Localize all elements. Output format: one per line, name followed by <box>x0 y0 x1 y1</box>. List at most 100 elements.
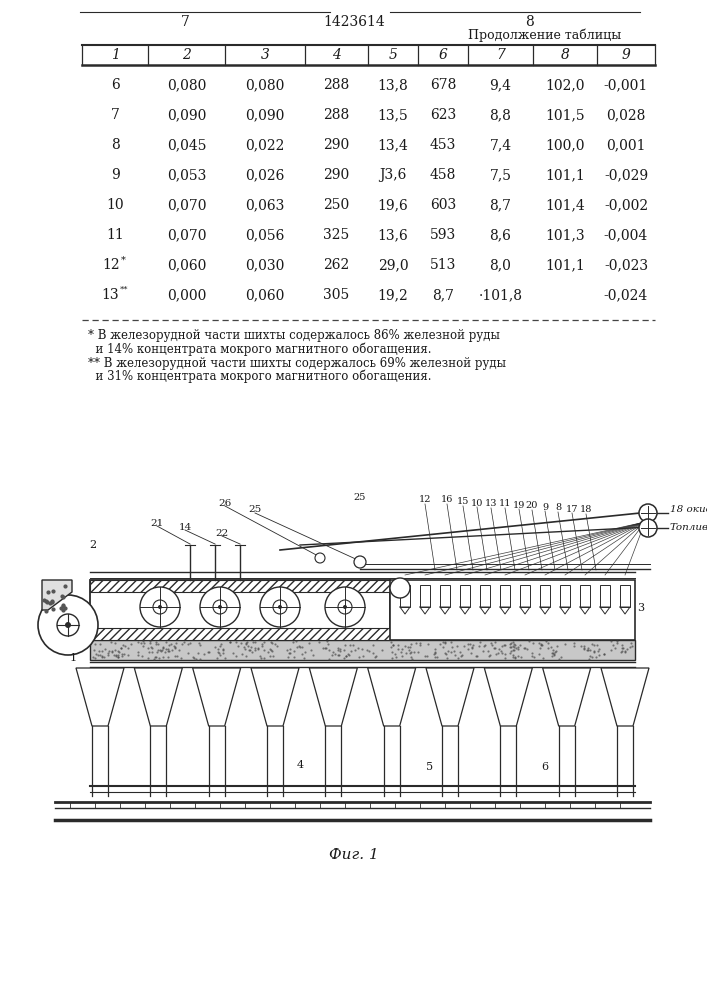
Text: 6: 6 <box>438 48 448 62</box>
Text: 0,080: 0,080 <box>245 78 285 92</box>
Text: 0,030: 0,030 <box>245 258 285 272</box>
Text: 7: 7 <box>180 15 189 29</box>
Text: 14: 14 <box>178 522 192 532</box>
Text: -0,029: -0,029 <box>604 168 648 182</box>
Circle shape <box>639 504 657 522</box>
Circle shape <box>260 587 300 627</box>
Text: -0,024: -0,024 <box>604 288 648 302</box>
Text: 12: 12 <box>103 258 119 272</box>
Text: 5: 5 <box>426 762 433 772</box>
Text: 19,2: 19,2 <box>378 288 409 302</box>
Text: 2: 2 <box>90 540 97 550</box>
Text: 16: 16 <box>440 495 453 504</box>
Text: 290: 290 <box>323 138 350 152</box>
Text: 458: 458 <box>430 168 456 182</box>
Text: 9,4: 9,4 <box>489 78 511 92</box>
Text: 0,022: 0,022 <box>245 138 285 152</box>
Text: 1: 1 <box>69 653 76 663</box>
Text: 8: 8 <box>525 15 534 29</box>
Text: 8,7: 8,7 <box>432 288 454 302</box>
Text: 1423614: 1423614 <box>323 15 385 29</box>
Circle shape <box>200 587 240 627</box>
Circle shape <box>38 595 98 655</box>
Text: 603: 603 <box>430 198 456 212</box>
Text: 325: 325 <box>323 228 350 242</box>
Bar <box>90 628 390 640</box>
Polygon shape <box>484 668 532 726</box>
Text: 5: 5 <box>389 48 397 62</box>
Text: и 31% концентрата мокрого магнитного обогащения.: и 31% концентрата мокрого магнитного обо… <box>88 369 431 383</box>
Text: 101,4: 101,4 <box>545 198 585 212</box>
Text: 0,000: 0,000 <box>167 288 206 302</box>
Text: 262: 262 <box>323 258 350 272</box>
Text: 0,045: 0,045 <box>167 138 206 152</box>
Text: 4: 4 <box>332 48 341 62</box>
Circle shape <box>140 587 180 627</box>
Text: 10: 10 <box>471 498 483 508</box>
Text: 288: 288 <box>323 108 350 122</box>
Bar <box>540 585 550 607</box>
Text: 17: 17 <box>566 504 578 514</box>
Text: 20: 20 <box>526 502 538 510</box>
Text: 7,5: 7,5 <box>489 168 511 182</box>
Text: 623: 623 <box>430 108 456 122</box>
Bar <box>90 580 390 592</box>
Text: 101,3: 101,3 <box>545 228 585 242</box>
Text: 3: 3 <box>637 603 644 613</box>
Polygon shape <box>193 668 240 726</box>
Text: 0,070: 0,070 <box>167 228 206 242</box>
Text: 13,6: 13,6 <box>378 228 409 242</box>
Text: 0,090: 0,090 <box>245 108 285 122</box>
Polygon shape <box>42 580 72 610</box>
Bar <box>400 585 410 607</box>
Polygon shape <box>251 668 299 726</box>
Text: 3: 3 <box>261 48 269 62</box>
Text: 9: 9 <box>110 168 119 182</box>
Text: 6: 6 <box>110 78 119 92</box>
Text: 0,001: 0,001 <box>606 138 645 152</box>
Text: 288: 288 <box>323 78 350 92</box>
Text: 0,080: 0,080 <box>167 78 206 92</box>
Text: 9: 9 <box>542 502 548 512</box>
Text: 0,060: 0,060 <box>167 258 206 272</box>
Circle shape <box>218 605 222 609</box>
Bar <box>520 585 530 607</box>
Text: -0,001: -0,001 <box>604 78 648 92</box>
Text: 7,4: 7,4 <box>489 138 512 152</box>
Text: 26: 26 <box>218 498 232 508</box>
Circle shape <box>278 605 282 609</box>
Text: **: ** <box>119 286 128 294</box>
Text: ** В железорудной части шихты содержалось 69% железной руды: ** В железорудной части шихты содержалос… <box>88 357 506 369</box>
Text: * В железорудной части шихты содержалось 86% железной руды: * В железорудной части шихты содержалось… <box>88 330 500 342</box>
Bar <box>440 585 450 607</box>
Text: Фиг. 1: Фиг. 1 <box>329 848 379 862</box>
Text: 18 окислитель: 18 окислитель <box>670 506 707 514</box>
Text: 4: 4 <box>296 760 303 770</box>
Text: 0,060: 0,060 <box>245 288 285 302</box>
Text: 290: 290 <box>323 168 350 182</box>
Text: 0,028: 0,028 <box>607 108 645 122</box>
Text: 25: 25 <box>354 492 366 502</box>
Text: 100,0: 100,0 <box>545 138 585 152</box>
Bar <box>90 640 635 660</box>
Text: 8: 8 <box>555 504 561 512</box>
Text: 18: 18 <box>580 506 592 514</box>
Text: 22: 22 <box>216 528 228 538</box>
Bar <box>420 585 430 607</box>
Text: 0,053: 0,053 <box>167 168 206 182</box>
Bar <box>620 585 630 607</box>
Polygon shape <box>310 668 357 726</box>
Text: 0,056: 0,056 <box>245 228 285 242</box>
Polygon shape <box>601 668 649 726</box>
Text: 29,0: 29,0 <box>378 258 409 272</box>
Text: 8,7: 8,7 <box>489 198 511 212</box>
Bar <box>460 585 470 607</box>
Text: 19,6: 19,6 <box>378 198 409 212</box>
Text: -0,002: -0,002 <box>604 198 648 212</box>
Text: 11: 11 <box>498 499 511 508</box>
Polygon shape <box>76 668 124 726</box>
Polygon shape <box>134 668 182 726</box>
Text: и 14% концентрата мокрого магнитного обогащения.: и 14% концентрата мокрого магнитного обо… <box>88 342 431 356</box>
Circle shape <box>354 556 366 568</box>
Bar <box>390 580 635 640</box>
